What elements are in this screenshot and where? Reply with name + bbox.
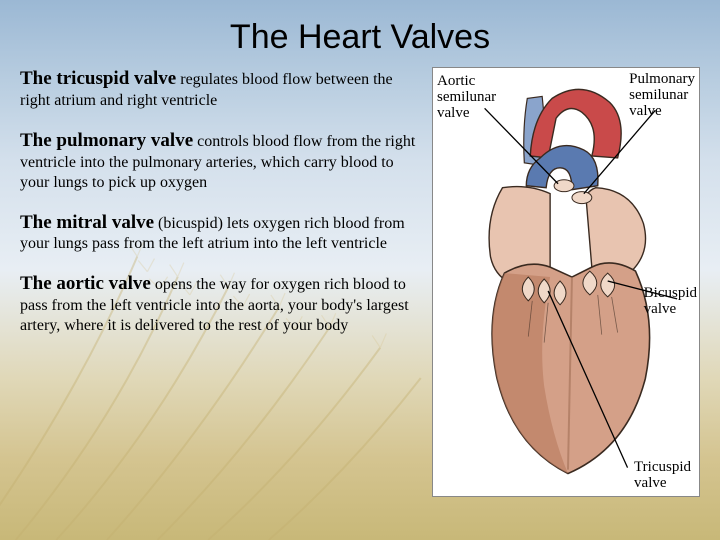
term: The tricuspid valve [20, 68, 176, 89]
paragraph-tricuspid: The tricuspid valve regulates blood flow… [20, 67, 420, 111]
label-aortic-semilunar: Aortic semilunar valve [437, 74, 496, 121]
text-column: The tricuspid valve regulates blood flow… [20, 67, 420, 497]
label-pulmonary-semilunar: Pulmonary semilunar valve [629, 72, 695, 119]
term: The pulmonary valve [20, 130, 193, 151]
paragraph-aortic: The aortic valve opens the way for oxyge… [20, 272, 420, 336]
page-title: The Heart Valves [0, 0, 720, 67]
term: The mitral valve [20, 212, 154, 233]
paragraph-mitral: The mitral valve (bicuspid) lets oxygen … [20, 211, 420, 255]
term: The aortic valve [20, 273, 151, 294]
heart-diagram: Aortic semilunar valve Pulmonary semilun… [432, 67, 700, 497]
label-tricuspid: Tricuspid valve [634, 460, 691, 492]
paragraph-pulmonary: The pulmonary valve controls blood flow … [20, 129, 420, 193]
label-bicuspid: Bicuspid valve [644, 286, 697, 318]
